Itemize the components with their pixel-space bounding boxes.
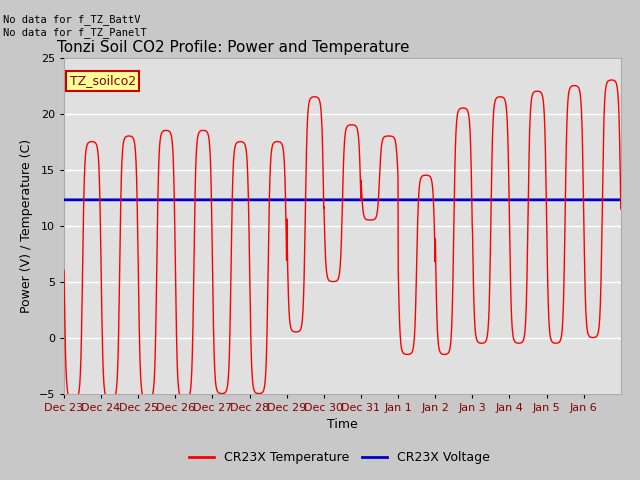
Text: No data for f_TZ_BattV
No data for f_TZ_PanelT: No data for f_TZ_BattV No data for f_TZ_…	[3, 14, 147, 38]
Legend: CR23X Temperature, CR23X Voltage: CR23X Temperature, CR23X Voltage	[184, 446, 495, 469]
Text: Tonzi Soil CO2 Profile: Power and Temperature: Tonzi Soil CO2 Profile: Power and Temper…	[57, 40, 409, 55]
Text: TZ_soilco2: TZ_soilco2	[70, 74, 136, 87]
X-axis label: Time: Time	[327, 418, 358, 431]
Y-axis label: Power (V) / Temperature (C): Power (V) / Temperature (C)	[20, 139, 33, 312]
